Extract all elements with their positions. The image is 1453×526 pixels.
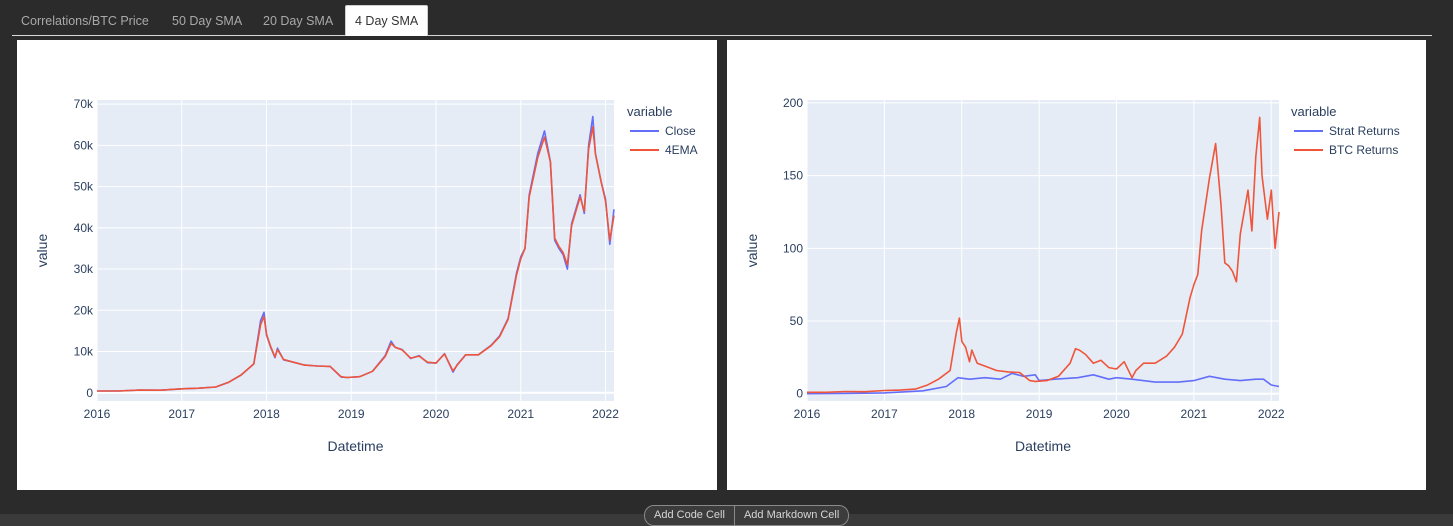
plot-area — [97, 100, 614, 401]
x-tick-label: 2016 — [794, 407, 821, 421]
y-tick-label: 200 — [783, 96, 803, 110]
x-tick-label: 2019 — [338, 407, 365, 421]
legend-title: variable — [1291, 104, 1337, 119]
y-tick-label: 0 — [796, 387, 803, 401]
x-tick-label: 2017 — [871, 407, 898, 421]
x-axis-title: Datetime — [327, 438, 383, 454]
btc-close-4ema-chart: 0 10k 20k 30k 40k 50k 60k 70k 2016 2017 2018 2019 20… — [34, 97, 698, 454]
x-tick-label: 2016 — [84, 407, 111, 421]
y-tick-label: 0 — [86, 386, 93, 400]
cell-toolbar: Add Code Cell Add Markdown Cell — [644, 505, 850, 526]
x-axis-title: Datetime — [1015, 438, 1071, 454]
y-tick-label: 60k — [74, 138, 94, 152]
y-tick-label: 150 — [783, 169, 803, 183]
x-tick-label: 2022 — [592, 407, 619, 421]
legend-label: BTC Returns — [1329, 143, 1398, 157]
returns-chart-panel: 0 50 100 150 200 2016 2017 2018 2019 2020 2021 2022… — [727, 40, 1426, 490]
x-tick-label: 2019 — [1026, 407, 1053, 421]
tab-20-day-sma[interactable]: 20 Day SMA — [263, 14, 334, 28]
legend-label: Close — [665, 124, 696, 138]
x-tick-label: 2018 — [948, 407, 975, 421]
tab-4-day-sma[interactable]: 4 Day SMA — [345, 5, 429, 36]
strat-vs-btc-returns-chart: 0 50 100 150 200 2016 2017 2018 2019 2020 2021 2022… — [744, 96, 1400, 454]
y-tick-label: 40k — [74, 221, 94, 235]
series-line-4ema — [97, 126, 615, 392]
series-line-strat-returns — [806, 372, 1280, 395]
plot-area — [807, 100, 1279, 401]
add-code-cell-button[interactable]: Add Code Cell — [654, 509, 725, 521]
x-tick-label: 2020 — [1103, 407, 1130, 421]
series-line-btc-returns — [807, 116, 1280, 394]
x-tick-label: 2017 — [168, 407, 195, 421]
y-tick-label: 20k — [74, 303, 94, 317]
notebook-tab-bar: Correlations/BTC Price 50 Day SMA 20 Day… — [12, 5, 1432, 36]
y-tick-label: 100 — [783, 241, 803, 255]
legend-label: Strat Returns — [1329, 124, 1400, 138]
y-axis-title: value — [34, 234, 50, 268]
add-markdown-cell-button[interactable]: Add Markdown Cell — [733, 506, 848, 525]
legend-title: variable — [627, 104, 673, 119]
y-tick-label: 50 — [790, 314, 804, 328]
tab-correlations-btc-price[interactable]: Correlations/BTC Price — [21, 14, 149, 28]
x-tick-label: 2018 — [253, 407, 280, 421]
x-tick-label: 2021 — [1181, 407, 1208, 421]
x-tick-label: 2020 — [423, 407, 450, 421]
legend-label: 4EMA — [665, 143, 698, 157]
x-tick-label: 2021 — [507, 407, 534, 421]
y-tick-label: 70k — [74, 97, 94, 111]
y-axis-title: value — [744, 234, 760, 268]
y-tick-label: 10k — [74, 345, 94, 359]
y-tick-label: 30k — [74, 262, 94, 276]
tab-50-day-sma[interactable]: 50 Day SMA — [172, 14, 243, 28]
x-tick-label: 2022 — [1258, 407, 1285, 421]
y-tick-label: 50k — [74, 180, 94, 194]
btc-close-4ema-chart-panel: 0 10k 20k 30k 40k 50k 60k 70k 2016 2017 2018 2019 20… — [17, 40, 717, 490]
